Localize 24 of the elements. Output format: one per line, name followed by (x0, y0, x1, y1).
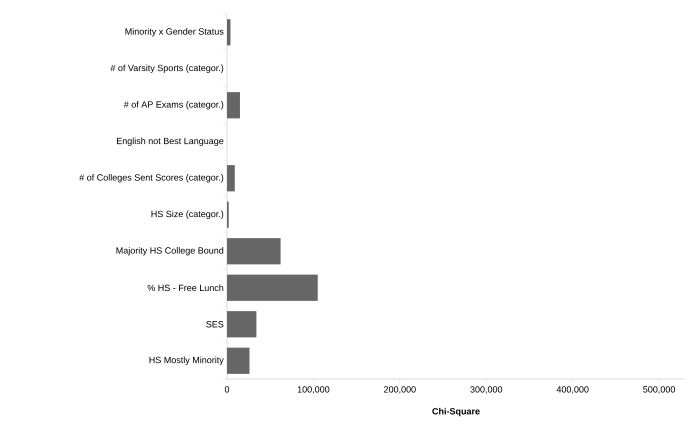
x-tick-label: 300,000 (470, 386, 502, 394)
bar (227, 274, 318, 301)
bar (227, 19, 230, 46)
x-axis-title: Chi-Square (432, 408, 480, 416)
y-tick-label: # of Varsity Sports (categor.) (110, 64, 224, 73)
bar (227, 92, 240, 118)
bar (227, 311, 256, 338)
y-tick-label: Minority x Gender Status (126, 28, 224, 36)
x-tick-label: 100,000 (298, 386, 330, 394)
bar (227, 348, 250, 374)
x-tick-label: 400,000 (556, 386, 589, 394)
y-tick-label: English not Best Language (116, 138, 224, 146)
bar (227, 238, 281, 264)
bar (227, 165, 235, 192)
x-tick-label: 200,000 (384, 386, 416, 394)
y-tick-label: # of AP Exams (categor.) (124, 101, 224, 110)
y-tick-label: HS Size (categor.) (152, 210, 224, 219)
y-tick-label: Majority HS College Bound (116, 247, 224, 256)
y-tick-label: % HS - Free Lunch (148, 284, 224, 292)
y-tick-label: HS Mostly Minority (150, 356, 224, 365)
y-tick-label: SES (206, 321, 224, 328)
x-tick-label: 0 (224, 386, 230, 393)
y-tick-label: # of Colleges Sent Scores (categor.) (79, 174, 224, 182)
x-tick-label: 500,000 (643, 386, 675, 394)
